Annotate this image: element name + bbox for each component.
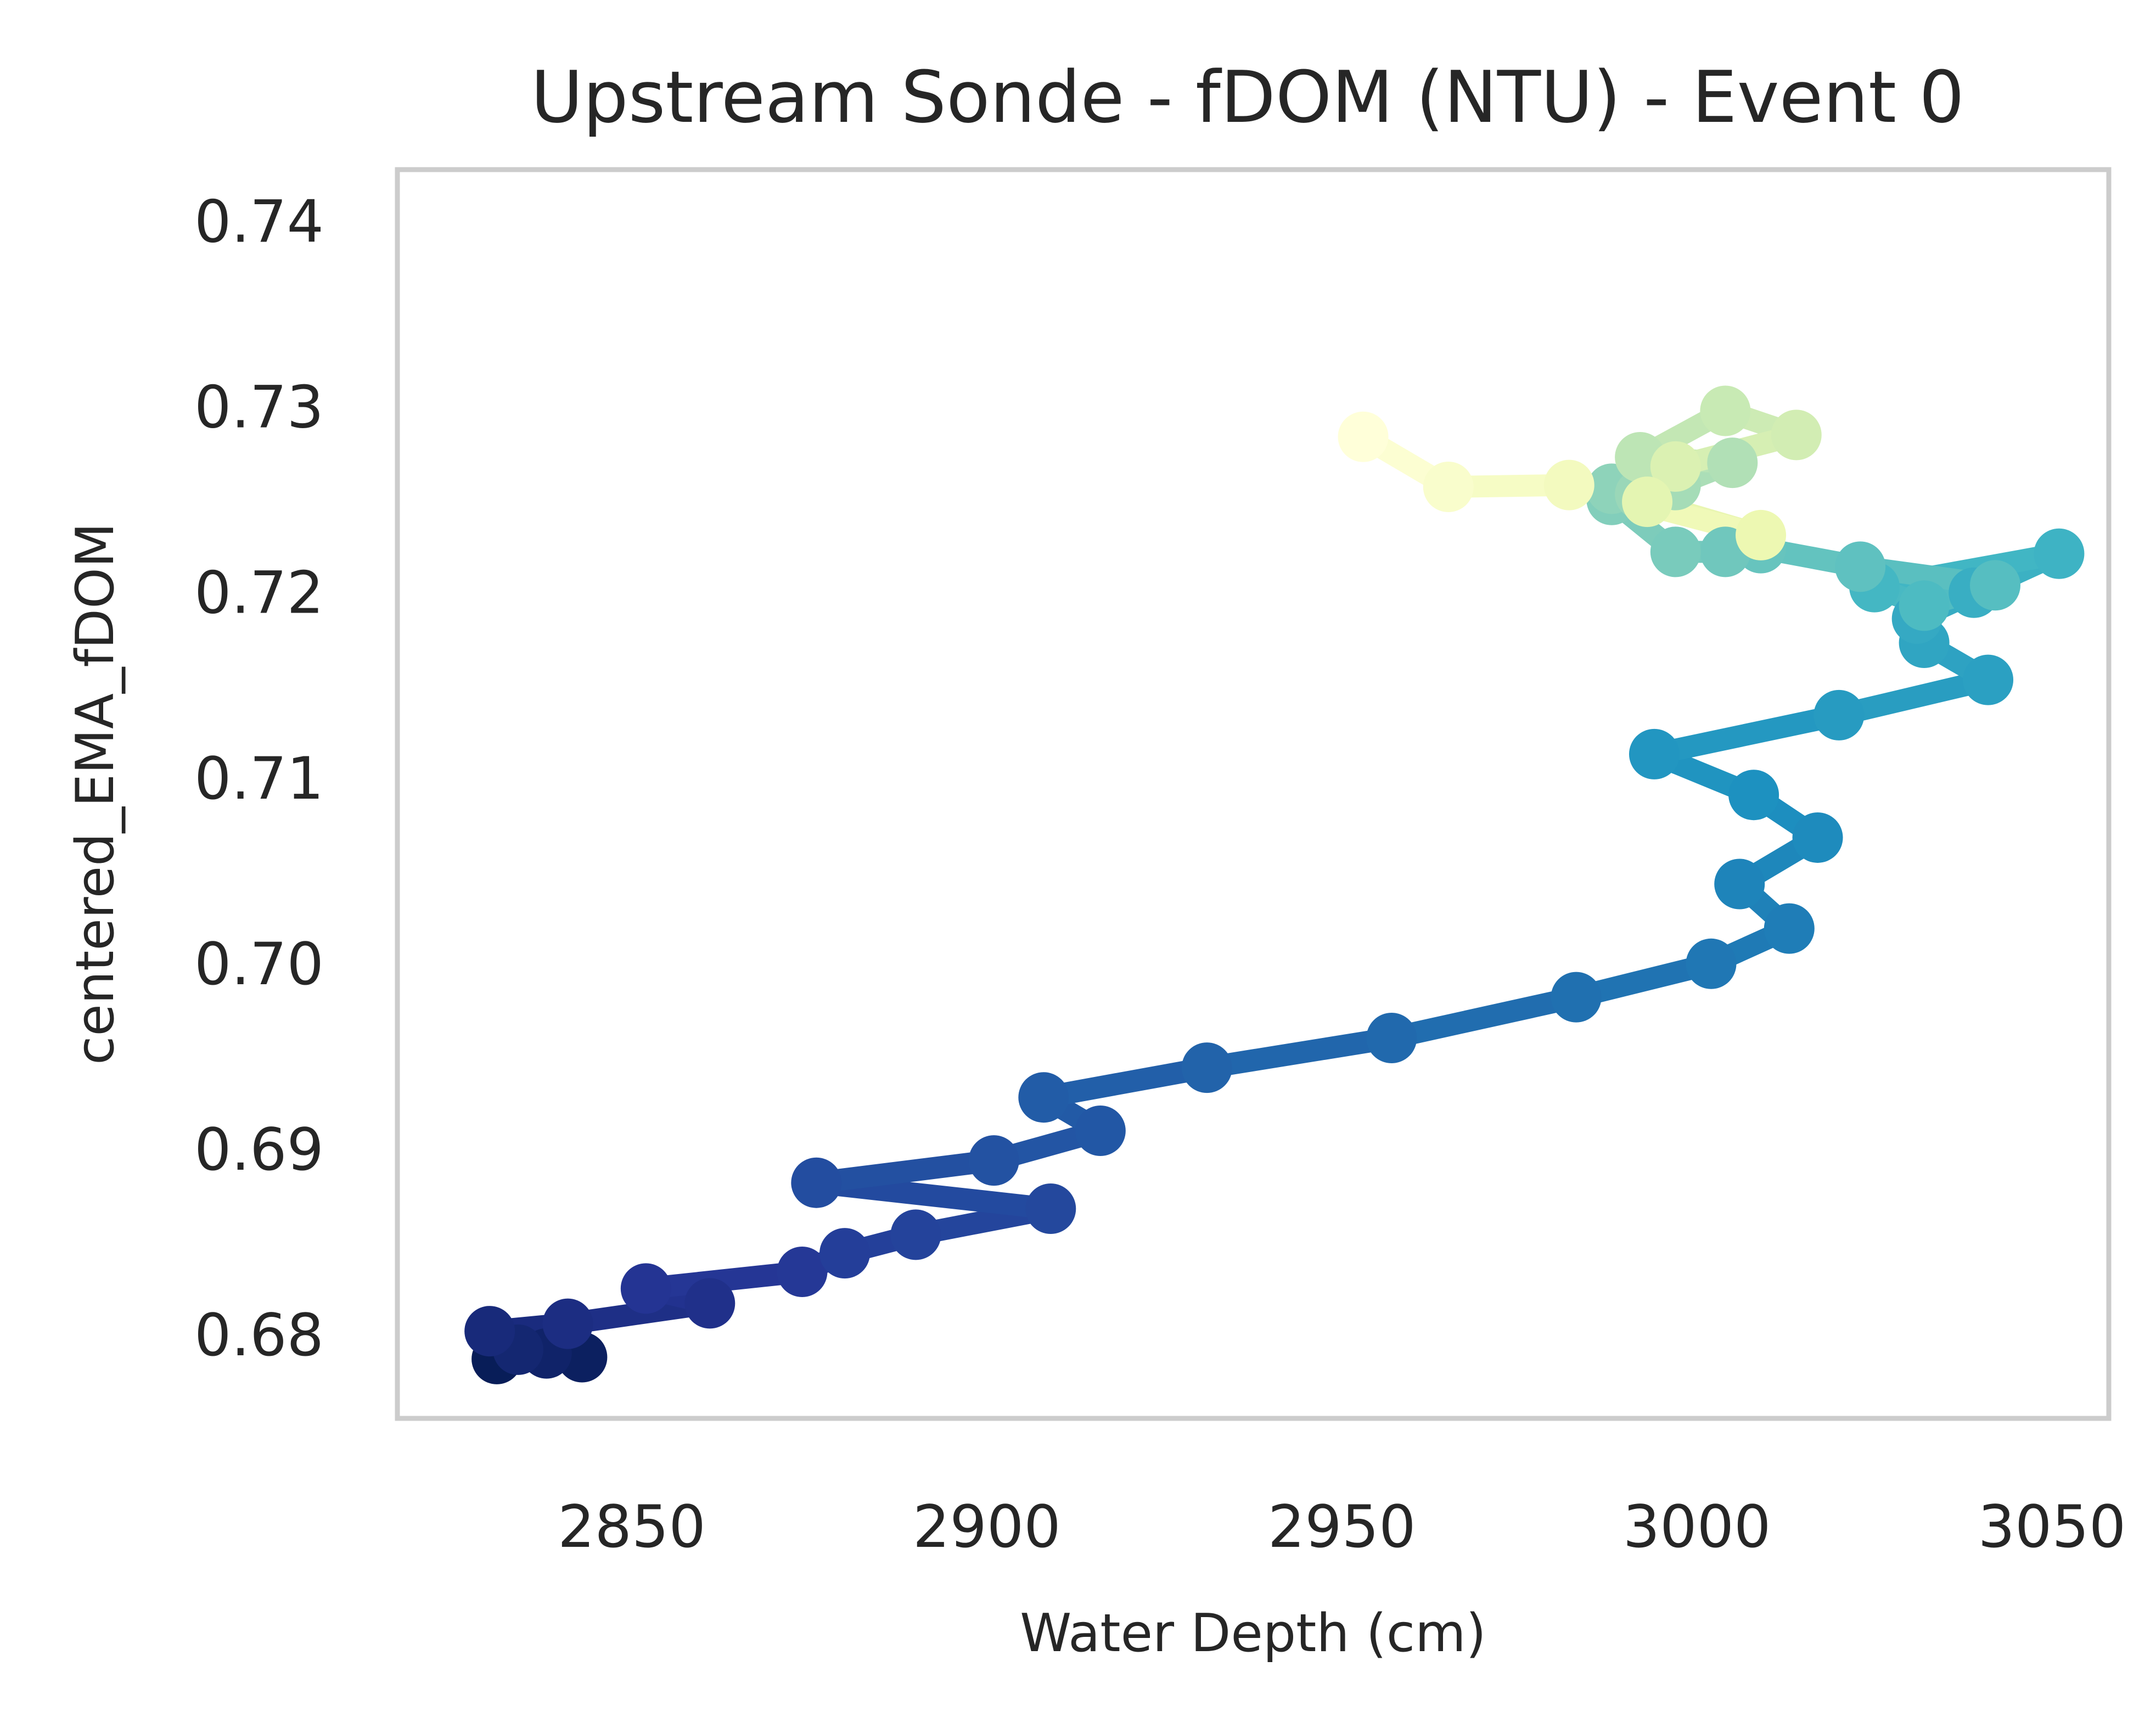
- y-tick-label: 0.71: [194, 745, 324, 812]
- data-point: [1963, 654, 2014, 705]
- y-tick-label: 0.68: [194, 1301, 324, 1369]
- data-point: [1650, 441, 1701, 492]
- series-line-segment: [805, 1149, 1005, 1194]
- x-tick-label: 3050: [1978, 1493, 2126, 1561]
- data-point: [1899, 580, 1950, 631]
- series-line-segment: [1380, 986, 1587, 1050]
- data-point: [542, 1298, 593, 1349]
- x-axis-ticks: 2850 2900 2950 3000 3050: [558, 1493, 2126, 1561]
- series-layer: [464, 385, 2085, 1384]
- data-point: [1792, 812, 1843, 863]
- data-point: [1969, 560, 2020, 611]
- series-line-segment: [1032, 1057, 1218, 1109]
- plot-frame: [395, 167, 2112, 1421]
- data-point: [464, 1306, 515, 1357]
- data-point: [968, 1135, 1019, 1186]
- data-point: [1338, 411, 1389, 462]
- y-tick-label: 0.70: [194, 930, 324, 998]
- data-point: [791, 1157, 842, 1208]
- data-point: [1700, 385, 1751, 436]
- data-point: [777, 1246, 828, 1297]
- data-point: [1629, 728, 1680, 779]
- chart-title: Upstream Sonde - fDOM (NTU) - Event 0: [531, 55, 1964, 139]
- data-point: [1764, 903, 1815, 954]
- data-point: [1813, 689, 1865, 740]
- series-line-segment: [1828, 669, 2000, 726]
- data-point: [890, 1209, 941, 1260]
- y-tick-label: 0.74: [194, 188, 324, 256]
- y-axis-ticks: 0.68 0.69 0.70 0.71 0.72 0.73 0.74: [194, 188, 324, 1369]
- data-point: [1771, 409, 1822, 461]
- data-point: [1366, 1013, 1417, 1064]
- data-point: [1181, 1042, 1232, 1093]
- data-point: [1423, 462, 1474, 513]
- y-tick-label: 0.73: [194, 374, 324, 441]
- data-point: [1018, 1072, 1069, 1123]
- y-tick-label: 0.72: [194, 559, 324, 627]
- x-tick-label: 2950: [1268, 1493, 1416, 1561]
- data-point: [1543, 459, 1594, 510]
- data-point: [1714, 858, 1765, 910]
- data-point: [1075, 1106, 1126, 1157]
- data-point: [1686, 938, 1737, 989]
- series-line-segment: [1195, 1027, 1403, 1079]
- data-point: [1835, 541, 1886, 592]
- data-point: [1622, 476, 1673, 528]
- data-point: [2034, 528, 2085, 579]
- data-point: [1707, 437, 1758, 489]
- y-axis-label: centered_EMA_fDOM: [65, 523, 126, 1065]
- data-point: [684, 1278, 735, 1329]
- data-point: [1736, 509, 1787, 560]
- x-axis-label: Water Depth (cm): [1020, 1603, 1486, 1664]
- y-tick-label: 0.69: [194, 1116, 324, 1183]
- data-point: [1551, 972, 1602, 1023]
- data-point: [1650, 526, 1701, 577]
- x-tick-label: 2850: [558, 1493, 706, 1561]
- data-point: [1728, 770, 1779, 821]
- x-tick-label: 2900: [913, 1493, 1061, 1561]
- data-point: [1025, 1183, 1076, 1235]
- data-point: [620, 1263, 671, 1314]
- series-line-segment: [635, 1260, 813, 1300]
- data-point: [819, 1228, 871, 1279]
- x-tick-label: 3000: [1623, 1493, 1771, 1561]
- plot-area: [395, 167, 2112, 1421]
- series-line-segment: [1643, 704, 1850, 765]
